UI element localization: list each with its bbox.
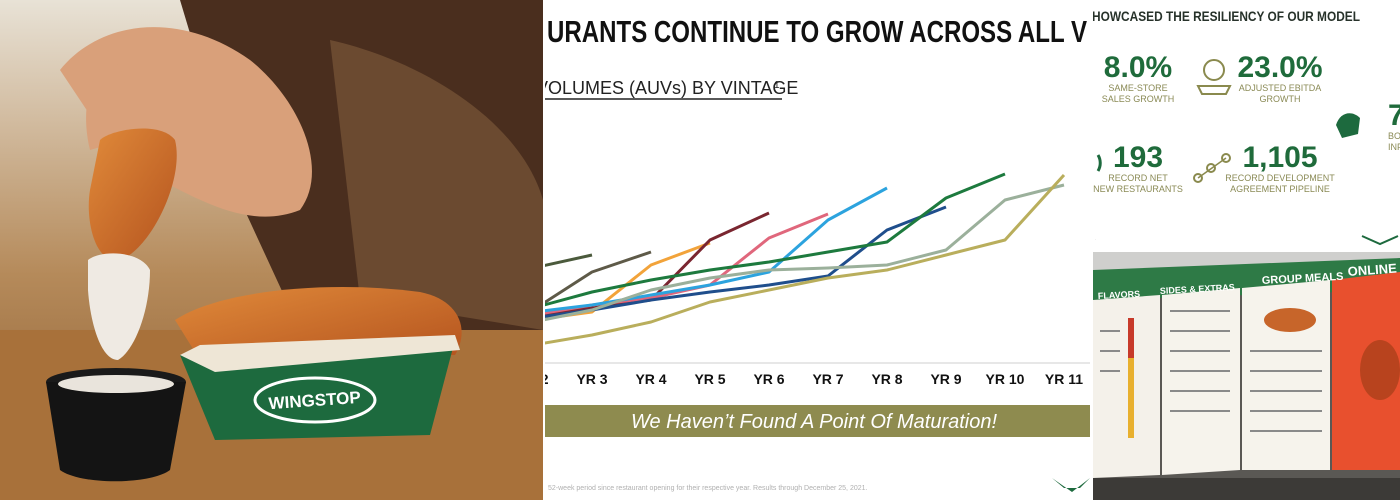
x-tick-label: YR 11 <box>1045 371 1083 387</box>
x-tick-label: YR 8 <box>871 371 902 387</box>
menu-board-title: FLAVORS <box>1098 289 1141 301</box>
x-tick-label: YR 10 <box>986 371 1025 387</box>
x-tick-label: YR 3 <box>576 371 607 387</box>
stat-label: INFLA <box>1388 142 1400 152</box>
series-line <box>545 173 1066 345</box>
chart-slide: URANTS CONTINUE TO GROW ACROSS ALL V VOL… <box>517 0 1091 500</box>
series-line <box>545 183 1065 322</box>
stat-label: BONE-IN <box>1388 131 1400 141</box>
x-tick-label: YR 7 <box>812 371 843 387</box>
footnote: 52-week period since restaurant opening … <box>548 485 868 492</box>
series-line <box>545 253 593 267</box>
stat-label: GROWTH <box>1260 94 1301 104</box>
menu-board-title: SIDES & EXTRAS <box>1160 282 1235 296</box>
menu-board-title: GROUP MEALS <box>1262 271 1344 287</box>
stat-label: ADJUSTED EBITDA <box>1239 83 1322 93</box>
stat-label: RECORD NET <box>1108 173 1168 183</box>
footnote-marker: 1 <box>774 80 780 91</box>
chart-subtitle: VOLUMES (AUVs) BY VINTAGE <box>536 78 798 98</box>
menu-board-title: ONLINE / CA <box>1347 258 1400 278</box>
x-tick-label: YR 4 <box>635 371 666 387</box>
stats-title: HOWCASED THE RESILIENCY OF OUR MODEL <box>1092 8 1360 24</box>
stats-slide: HOWCASED THE RESILIENCY OF OUR MODEL · 8… <box>1092 0 1400 246</box>
stat-value: 8.0% <box>1104 51 1172 84</box>
series-line <box>545 250 652 305</box>
svg-text:·: · <box>1095 237 1096 242</box>
stat-label: AGREEMENT PIPELINE <box>1230 184 1330 194</box>
stat-value: 72 <box>1388 99 1400 132</box>
series-line <box>545 172 1006 307</box>
stat-label: NEW RESTAURANTS <box>1093 184 1183 194</box>
series-line <box>545 186 888 313</box>
stat-label: SALES GROWTH <box>1102 94 1175 104</box>
stat-value: 193 <box>1113 141 1163 174</box>
x-tick-label: YR 6 <box>753 371 784 387</box>
x-tick-label: YR 2 <box>517 371 548 387</box>
food-photo: WINGSTOP <box>0 0 543 500</box>
banner: We Haven’t Found A Point Of Maturation! <box>631 411 998 433</box>
stat-value: 1,105 <box>1242 141 1317 174</box>
stat-label: RECORD DEVELOPMENT <box>1225 173 1335 183</box>
chart-title: URANTS CONTINUE TO GROW ACROSS ALL V <box>547 14 1087 49</box>
stat-value: 23.0% <box>1237 51 1322 84</box>
stat-label: SAME-STORE <box>1108 83 1167 93</box>
series-line <box>545 205 947 318</box>
x-tick-label: YR 9 <box>930 371 961 387</box>
menu-photo: FLAVORS SIDES & EXTRAS GROUP MEALS ONLIN… <box>1093 252 1400 500</box>
x-tick-label: YR 5 <box>694 371 725 387</box>
